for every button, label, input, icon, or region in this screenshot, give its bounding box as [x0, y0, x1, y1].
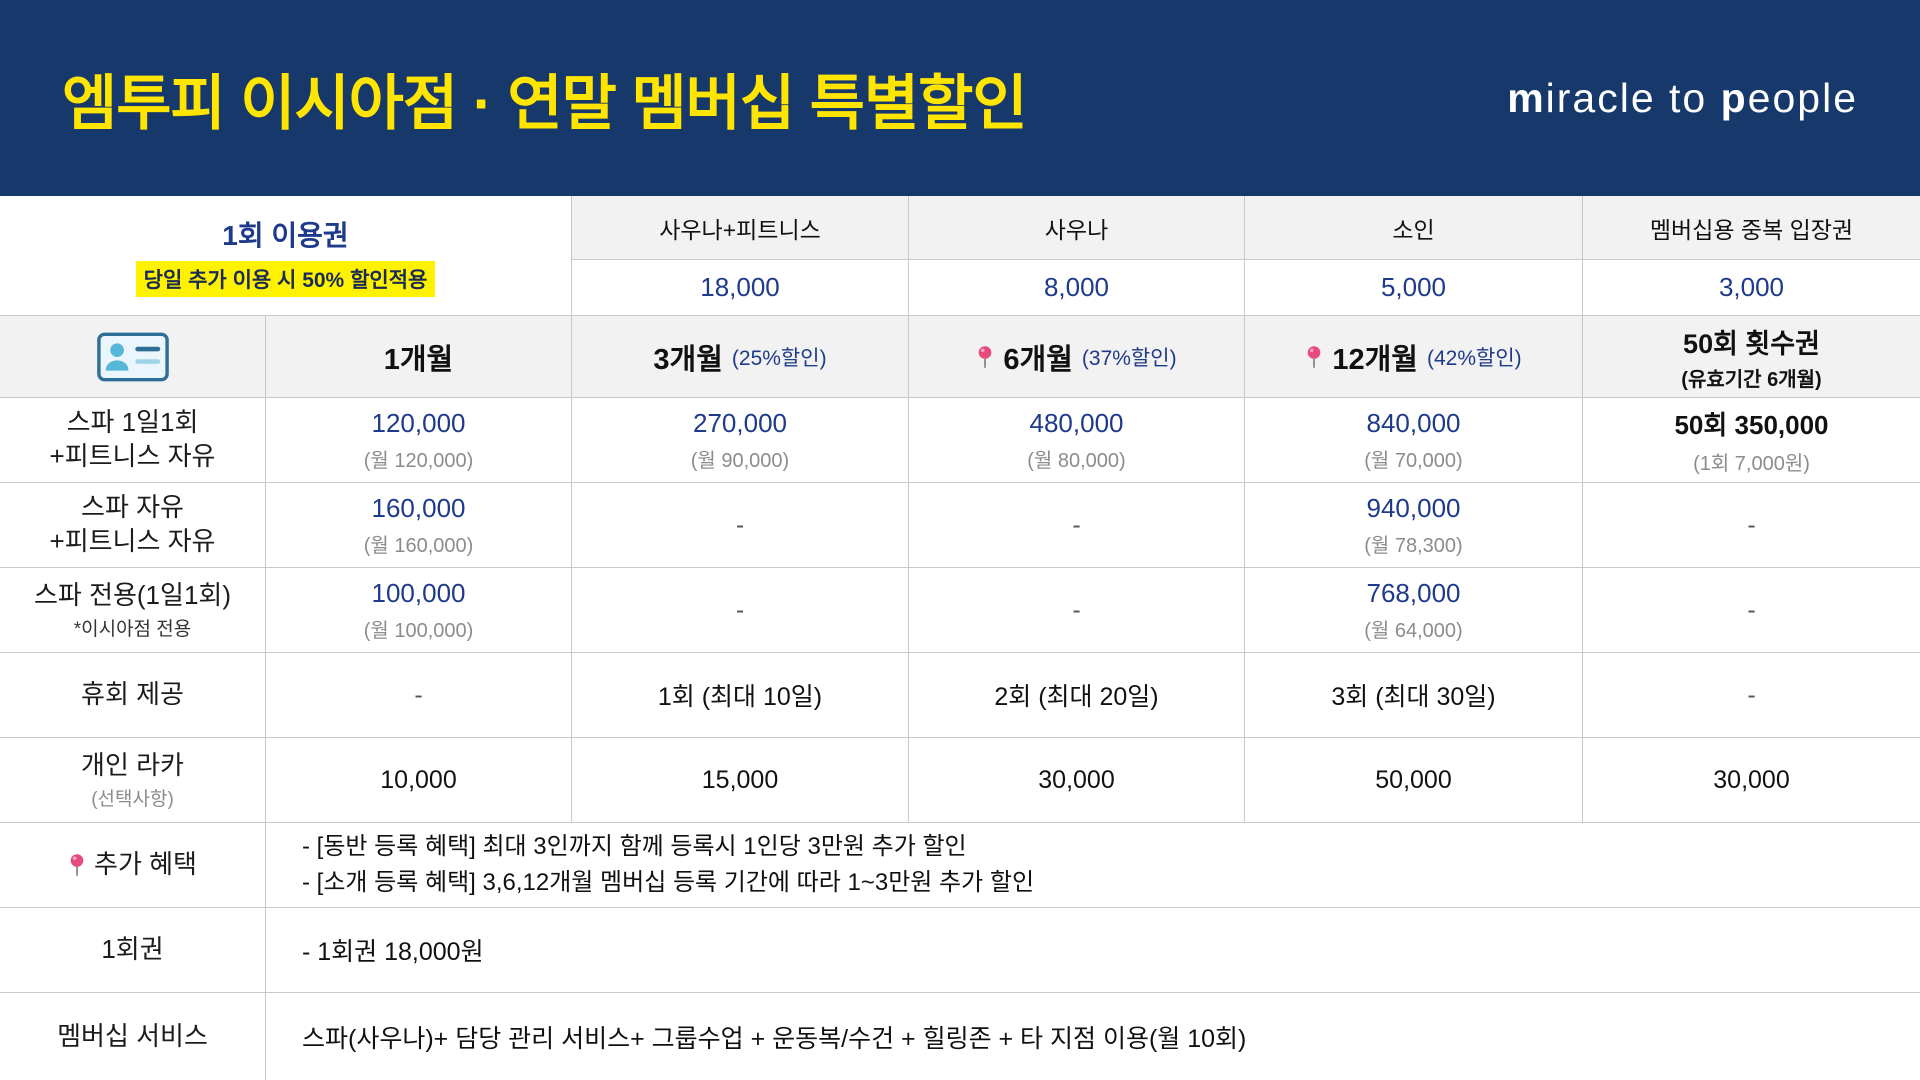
value-cell: 1회 (최대 10일) — [572, 653, 909, 738]
discount-note: (25%할인) — [731, 346, 827, 370]
price-cell: 270,000 (월 90,000) — [572, 398, 909, 483]
logo-m: m — [1507, 74, 1546, 121]
price-cell: 768,000 (월 64,000) — [1245, 568, 1583, 653]
day-pass-cell: 1회 이용권 당일 추가 이용 시 50% 할인적용 — [0, 196, 572, 316]
day-pass-col-sauna-fitness: 사우나+피트니스 — [572, 196, 909, 260]
month-header-label: 3개월 — [653, 343, 723, 376]
month-header-12m: 12개월 (42%할인) — [1245, 316, 1583, 398]
price-cell: 480,000 (월 80,000) — [909, 398, 1245, 483]
price-cell: 50회 350,000 (1회 7,000원) — [1583, 398, 1920, 483]
services-text: 스파(사우나)+ 담당 관리 서비스+ 그룹수업 + 운동복/수건 + 힐링존 … — [266, 993, 1920, 1080]
price-cell: - — [909, 568, 1245, 653]
pin-icon — [68, 852, 86, 878]
month-header-label: 50회 횟수권 — [1683, 328, 1820, 359]
day-pass-note: 당일 추가 이용 시 50% 할인적용 — [135, 261, 436, 297]
price-cell: 120,000 (월 120,000) — [266, 398, 572, 483]
day-pass-col-member-entry: 멤버십용 중복 입장권 — [1583, 196, 1920, 260]
price-cell: 160,000 (월 160,000) — [266, 483, 572, 568]
row-label-spafree-fitness: 스파 자유 +피트니스 자유 — [0, 483, 266, 568]
price-cell: - — [1583, 568, 1920, 653]
day-pass-col-sauna: 사우나 — [909, 196, 1245, 260]
value-cell: 30,000 — [909, 738, 1245, 823]
day-pass-title: 1회 이용권 — [222, 220, 349, 251]
month-header-label: 1개월 — [383, 343, 454, 376]
logo-end: eople — [1747, 74, 1858, 121]
logo-p: p — [1720, 74, 1748, 121]
brand-logo: miracle to people — [1507, 75, 1858, 122]
pin-icon — [1305, 344, 1323, 370]
discount-note: (37%할인) — [1081, 346, 1177, 370]
value-cell: 10,000 — [266, 738, 572, 823]
value-cell: - — [266, 653, 572, 738]
price-cell: - — [909, 483, 1245, 568]
price-cell: - — [572, 483, 909, 568]
value-cell: - — [1583, 653, 1920, 738]
discount-note: (42%할인) — [1426, 346, 1522, 370]
row-label-spa-only: 스파 전용(1일1회) *이시아점 전용 — [0, 568, 266, 653]
single-ticket-text: - 1회권 18,000원 — [266, 908, 1920, 993]
value-cell: 3회 (최대 30일) — [1245, 653, 1583, 738]
banner: 엠투피 이시아점 · 연말 멤버십 특별할인 miracle to people — [0, 0, 1920, 196]
value-cell: 15,000 — [572, 738, 909, 823]
price-cell: 100,000 (월 100,000) — [266, 568, 572, 653]
day-pass-price: 5,000 — [1245, 260, 1583, 316]
day-pass-price: 3,000 — [1583, 260, 1920, 316]
membership-card-icon-cell — [0, 316, 266, 398]
price-cell: - — [1583, 483, 1920, 568]
month-header-label: 6개월 — [1003, 343, 1073, 376]
month-header-50count: 50회 횟수권 (유효기간 6개월) — [1583, 316, 1920, 398]
logo-mid: iracle to — [1545, 74, 1721, 121]
row-label-extra-benefits: 추가 혜택 — [0, 823, 266, 908]
day-pass-price: 18,000 — [572, 260, 909, 316]
membership-card-icon — [96, 332, 169, 381]
value-cell: 2회 (최대 20일) — [909, 653, 1245, 738]
pin-icon — [976, 344, 994, 370]
month-header-3m: 3개월 (25%할인) — [572, 316, 909, 398]
row-label-locker: 개인 라카 (선택사항) — [0, 738, 266, 823]
extra-benefits-text: - [동반 등록 혜택] 최대 3인까지 함께 등록시 1인당 3만원 추가 할… — [266, 823, 1920, 908]
row-label-spa1-fitness: 스파 1일1회 +피트니스 자유 — [0, 398, 266, 483]
row-label-services: 멤버십 서비스 — [0, 993, 266, 1080]
price-cell: - — [572, 568, 909, 653]
day-pass-col-child: 소인 — [1245, 196, 1583, 260]
row-label-single-ticket: 1회권 — [0, 908, 266, 993]
page-title: 엠투피 이시아점 · 연말 멤버십 특별할인 — [62, 69, 1028, 137]
month-header-6m: 6개월 (37%할인) — [909, 316, 1245, 398]
price-cell: 940,000 (월 78,300) — [1245, 483, 1583, 568]
month-header-label: 12개월 — [1332, 343, 1418, 376]
day-pass-price: 8,000 — [909, 260, 1245, 316]
pricing-table: 1회 이용권 당일 추가 이용 시 50% 할인적용 사우나+피트니스 사우나 … — [0, 196, 1920, 1080]
value-cell: 50,000 — [1245, 738, 1583, 823]
month-header-1m: 1개월 — [266, 316, 572, 398]
row-label-pause: 휴회 제공 — [0, 653, 266, 738]
price-cell: 840,000 (월 70,000) — [1245, 398, 1583, 483]
validity-note: (유효기간 6개월) — [1681, 368, 1822, 391]
value-cell: 30,000 — [1583, 738, 1920, 823]
